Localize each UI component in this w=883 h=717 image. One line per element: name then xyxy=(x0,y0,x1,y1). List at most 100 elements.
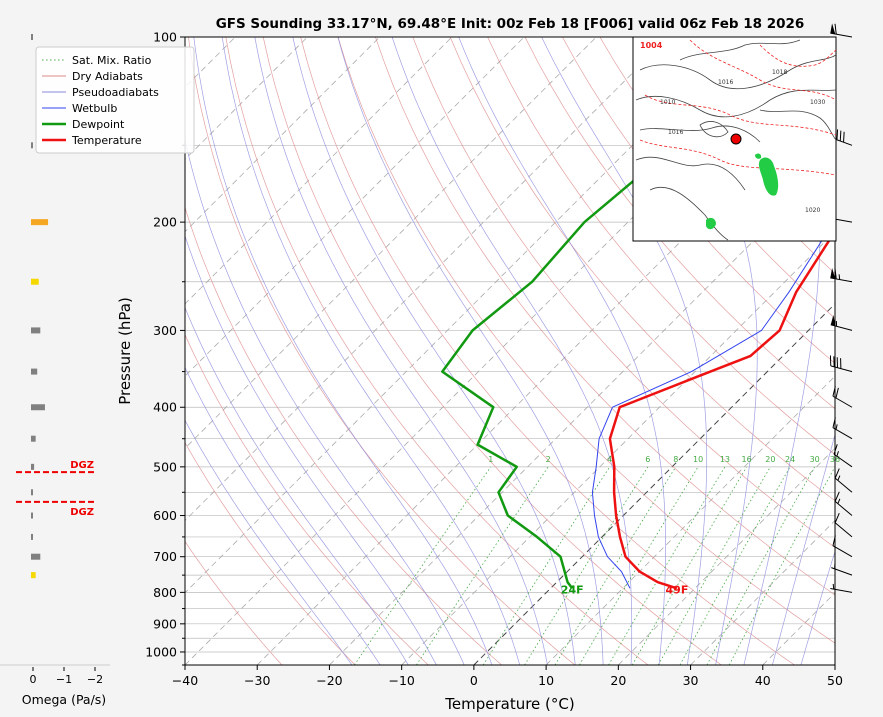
omega-bar xyxy=(31,463,35,470)
isotherm-line xyxy=(473,303,835,665)
dry-adiabat xyxy=(188,37,576,665)
omega-bar xyxy=(31,489,33,496)
dry-adiabat xyxy=(185,540,283,665)
wind-barb xyxy=(830,315,853,331)
barb-staff xyxy=(834,501,853,516)
dgz-label: DGZ xyxy=(70,460,94,471)
x-tick-label: 0 xyxy=(470,673,478,688)
barb-full xyxy=(839,130,842,142)
pseudoadiabat xyxy=(292,37,576,665)
wind-barb xyxy=(831,563,853,576)
x-tick-label: −20 xyxy=(316,673,342,688)
omega-tick-label: −1 xyxy=(56,673,72,686)
pseudoadiabat xyxy=(337,37,604,665)
pseudoadiabat xyxy=(185,419,353,665)
barb-staff xyxy=(834,522,853,538)
barb-full xyxy=(843,131,845,143)
wind-barb xyxy=(834,512,853,538)
mixing-ratio-label: 8 xyxy=(673,455,678,464)
barb-full xyxy=(832,417,836,428)
legend-label-temperature: Temperature xyxy=(71,134,142,147)
isotherm-line xyxy=(329,158,835,665)
mixing-ratio-label: 2 xyxy=(546,455,551,464)
barb-full xyxy=(832,385,836,397)
barb-half xyxy=(838,274,841,280)
barb-full xyxy=(834,268,837,280)
x-tick-label: 40 xyxy=(755,673,771,688)
barb-full xyxy=(834,491,840,502)
barb-half xyxy=(837,498,841,504)
barb-staff xyxy=(830,324,853,331)
barb-full xyxy=(836,129,839,140)
barb-staff xyxy=(830,365,853,373)
pseudoadiabat xyxy=(185,366,381,665)
isotherm-line xyxy=(185,37,380,233)
x-tick-label: 20 xyxy=(610,673,626,688)
wind-barb xyxy=(834,491,853,516)
isotherm-line xyxy=(185,37,669,522)
mixing-ratio-line xyxy=(608,466,726,665)
y-tick-label: 400 xyxy=(153,400,177,415)
sounding-location-marker xyxy=(730,133,742,145)
plot-frame xyxy=(184,36,836,666)
pseudoadiabat xyxy=(772,433,835,665)
wind-barb xyxy=(832,535,853,558)
pseudoadiabat xyxy=(800,550,835,665)
y-tick-label: 300 xyxy=(153,323,177,338)
mixing-ratio-label: 20 xyxy=(765,455,775,464)
x-tick-label: −10 xyxy=(388,673,414,688)
barb-flag xyxy=(830,315,836,327)
wind-barb xyxy=(829,355,853,373)
mixing-ratio-label: 13 xyxy=(720,455,730,464)
pseudoadiabat xyxy=(185,306,409,665)
y-tick-label: 200 xyxy=(153,215,177,230)
mixing-ratio-line xyxy=(354,466,492,665)
omega-tick-label: 0 xyxy=(30,673,37,686)
x-tick-label: −30 xyxy=(244,673,270,688)
mixing-ratio-label: 10 xyxy=(693,455,703,464)
barb-staff xyxy=(831,567,853,576)
mixing-ratio-line xyxy=(657,466,771,665)
mixing-ratio-label: 30 xyxy=(810,455,820,464)
barb-full xyxy=(835,387,839,399)
y-tick-label: 500 xyxy=(153,459,177,474)
omega-bar xyxy=(31,368,38,375)
legend-label-dewpoint: Dewpoint xyxy=(72,118,125,131)
isotherm-line xyxy=(185,37,597,449)
pseudoadiabat xyxy=(458,37,666,665)
pseudoadiabat xyxy=(541,37,708,665)
omega-axis-label: Omega (Pa/s) xyxy=(22,692,106,707)
legend-label-wetbulb: Wetbulb xyxy=(72,102,117,115)
isotherm-line xyxy=(185,37,525,377)
dry-adiabat xyxy=(185,441,356,665)
mixing-ratio-label: 36 xyxy=(830,455,840,464)
y-tick-label: 900 xyxy=(153,616,177,631)
barb-full xyxy=(834,512,840,523)
barb-full xyxy=(834,23,837,35)
omega-bar xyxy=(31,142,33,149)
dry-adiabat xyxy=(337,37,835,644)
x-tick-label: 10 xyxy=(538,673,554,688)
mixing-ratio-line xyxy=(416,466,549,665)
isotherm-line xyxy=(185,37,308,161)
mixing-ratio-line xyxy=(482,466,611,665)
barb-flag xyxy=(830,268,836,279)
mixing-ratio-line xyxy=(524,466,649,665)
surface-temperature-label: 49F xyxy=(666,583,689,596)
dgz-label: DGZ xyxy=(70,507,94,518)
omega-bar xyxy=(31,572,36,579)
mixing-ratio-line xyxy=(554,466,677,665)
dry-adiabat xyxy=(599,37,835,319)
y-tick-label: 1000 xyxy=(145,644,177,659)
wind-barb xyxy=(830,583,853,593)
omega-tick-label: −2 xyxy=(87,673,103,686)
barb-flag xyxy=(830,23,836,35)
mixing-ratio-label: 6 xyxy=(645,455,650,464)
barb-full xyxy=(833,444,838,455)
x-axis-label: Temperature (°C) xyxy=(444,695,574,713)
mixing-ratio-line xyxy=(679,466,791,665)
omega-bar xyxy=(31,278,39,285)
pseudoadiabat xyxy=(185,138,465,665)
legend-label-dry-adiabats: Dry Adiabats xyxy=(72,70,143,83)
